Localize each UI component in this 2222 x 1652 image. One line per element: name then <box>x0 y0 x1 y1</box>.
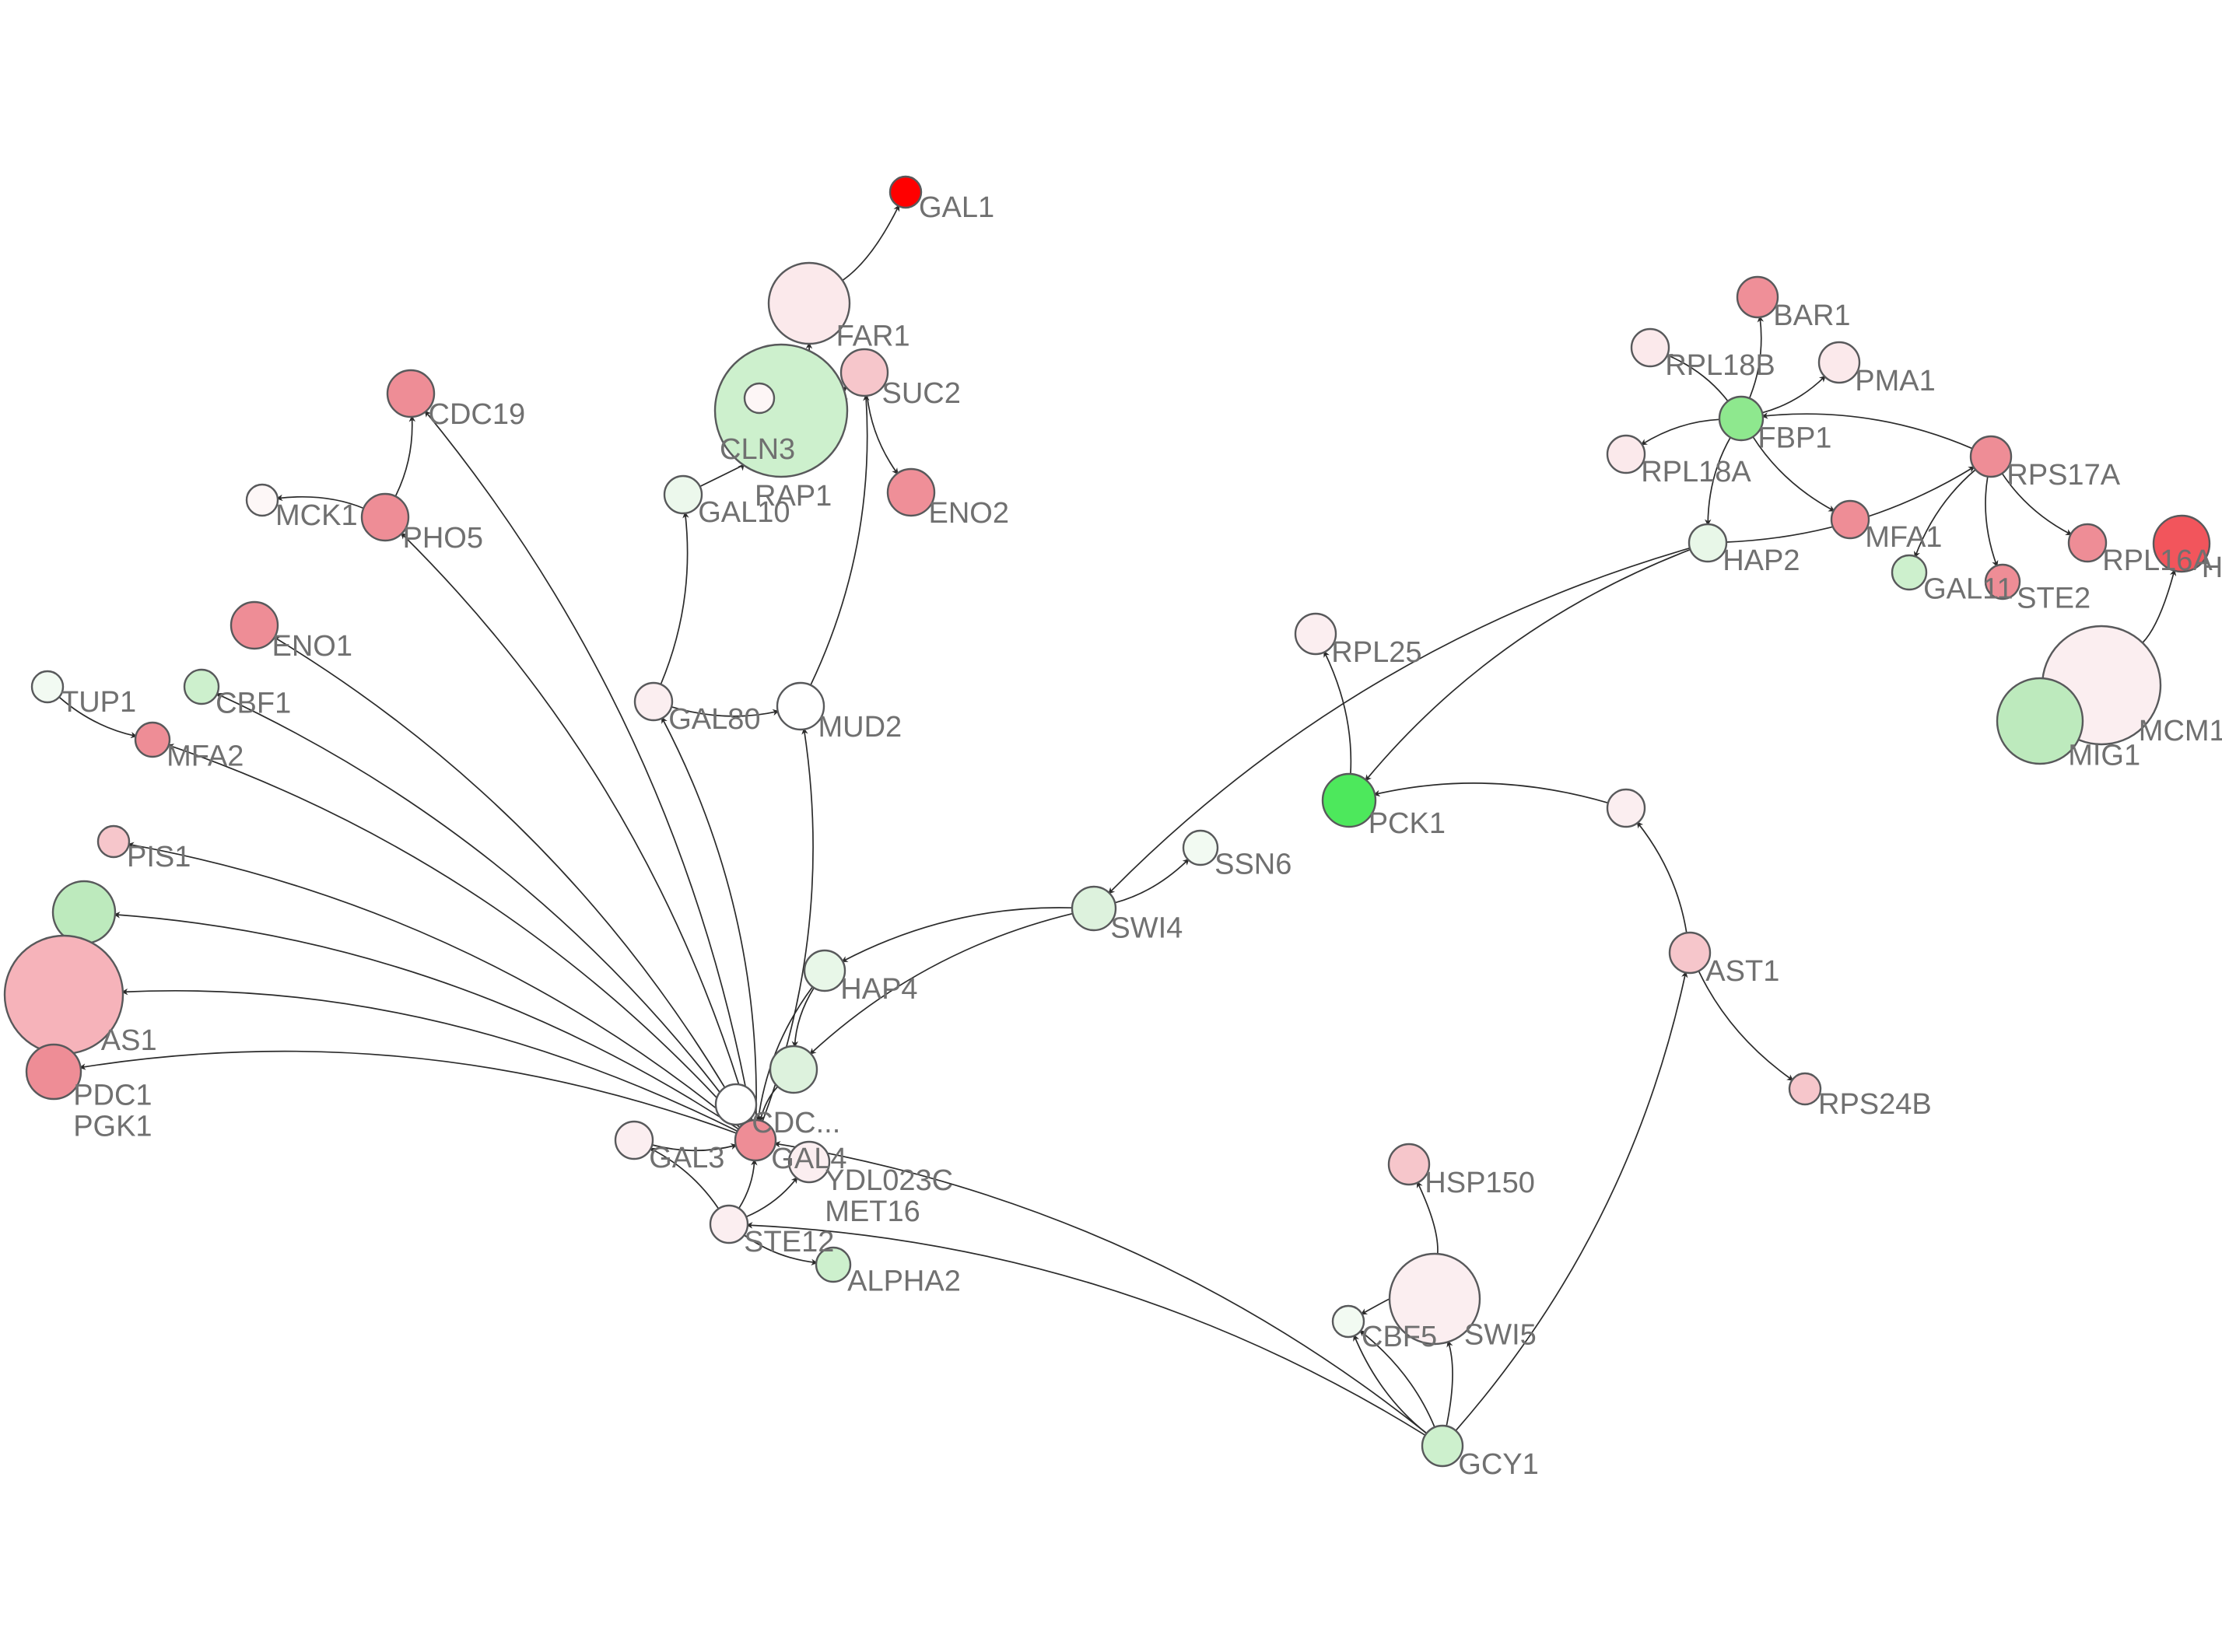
svg-text:ENO1: ENO1 <box>272 630 352 663</box>
svg-text:HIS4: HIS4 <box>2202 551 2222 584</box>
svg-text:RPS24B: RPS24B <box>1818 1088 1932 1121</box>
svg-text:SWI4: SWI4 <box>1110 912 1183 945</box>
svg-text:CDC19: CDC19 <box>429 398 526 431</box>
svg-text:YDL023C: YDL023C <box>825 1164 953 1197</box>
svg-text:RPL18A: RPL18A <box>1641 456 1751 488</box>
svg-text:PCK1: PCK1 <box>1369 807 1446 840</box>
svg-text:SUC2: SUC2 <box>882 377 961 410</box>
svg-text:SSN6: SSN6 <box>1214 848 1291 880</box>
svg-text:CBF1: CBF1 <box>216 687 291 719</box>
svg-text:HAP2: HAP2 <box>1723 544 1800 577</box>
svg-text:ALPHA2: ALPHA2 <box>847 1265 961 1297</box>
svg-text:CBF5: CBF5 <box>1362 1321 1437 1353</box>
svg-text:FBP1: FBP1 <box>1758 422 1831 455</box>
svg-text:PGK1: PGK1 <box>73 1111 152 1143</box>
svg-text:FAR1: FAR1 <box>836 320 910 352</box>
svg-text:SWI5: SWI5 <box>1464 1319 1537 1352</box>
svg-text:MFA1: MFA1 <box>1865 521 1942 554</box>
svg-text:RPS17A: RPS17A <box>2006 459 2120 492</box>
svg-text:MIG1: MIG1 <box>2068 740 2140 772</box>
svg-text:MET16: MET16 <box>825 1195 920 1228</box>
svg-text:MFA2: MFA2 <box>166 740 244 772</box>
svg-text:RPL25: RPL25 <box>1331 636 1421 669</box>
svg-text:MCK1: MCK1 <box>275 499 358 532</box>
svg-text:TUP1: TUP1 <box>61 686 136 719</box>
svg-text:PDC1: PDC1 <box>73 1080 152 1112</box>
svg-text:AST1: AST1 <box>1705 955 1779 988</box>
svg-text:AS1: AS1 <box>101 1024 157 1057</box>
svg-text:GAL11: GAL11 <box>1923 572 2013 605</box>
svg-text:RPL18B: RPL18B <box>1665 349 1775 382</box>
svg-text:HAP4: HAP4 <box>840 973 917 1006</box>
svg-text:STE12: STE12 <box>744 1226 834 1258</box>
svg-text:RPL16A: RPL16A <box>2102 544 2213 577</box>
svg-text:MCM1: MCM1 <box>2139 715 2222 747</box>
svg-text:MUD2: MUD2 <box>818 711 902 744</box>
svg-text:PHO5: PHO5 <box>403 522 483 555</box>
svg-text:GAL1: GAL1 <box>919 191 994 224</box>
svg-text:CDC...: CDC... <box>752 1107 840 1139</box>
svg-text:GAL3: GAL3 <box>649 1142 724 1174</box>
svg-text:PMA1: PMA1 <box>1855 365 1935 397</box>
svg-text:STE2: STE2 <box>2017 582 2091 614</box>
svg-text:ENO2: ENO2 <box>929 497 1009 530</box>
svg-text:GAL80: GAL80 <box>668 703 760 736</box>
svg-text:HSP150: HSP150 <box>1425 1167 1535 1199</box>
svg-text:BAR1: BAR1 <box>1773 299 1850 332</box>
svg-text:GCY1: GCY1 <box>1458 1448 1538 1481</box>
svg-text:CLN3: CLN3 <box>720 433 795 466</box>
svg-text:PIS1: PIS1 <box>127 841 191 873</box>
svg-text:GAL10: GAL10 <box>698 496 790 529</box>
